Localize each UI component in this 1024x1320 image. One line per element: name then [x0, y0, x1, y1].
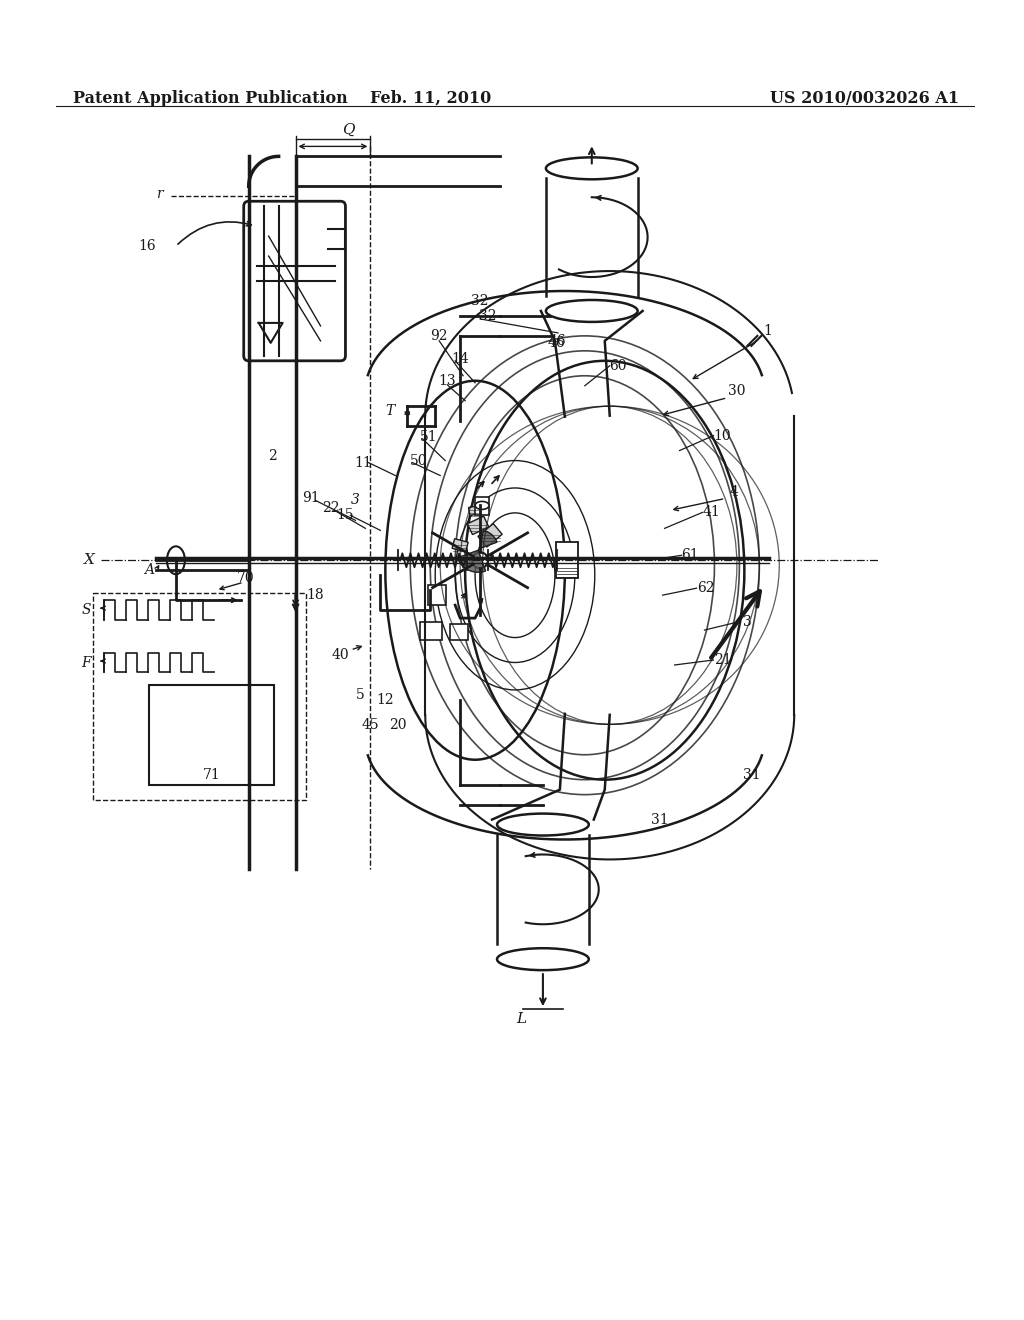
Text: 20: 20 [389, 718, 408, 731]
Ellipse shape [497, 813, 589, 836]
Text: 31: 31 [651, 813, 669, 826]
Bar [556, 543, 578, 578]
Text: 30: 30 [728, 384, 745, 397]
Bar [148, 685, 273, 784]
Text: 46: 46 [547, 335, 564, 350]
Text: Feb. 11, 2010: Feb. 11, 2010 [370, 90, 490, 107]
Text: 41: 41 [702, 506, 720, 519]
Text: 10: 10 [714, 429, 731, 442]
Text: 1: 1 [763, 323, 772, 338]
Text: L: L [516, 1012, 526, 1026]
Ellipse shape [546, 300, 638, 322]
Text: Patent Application Publication: Patent Application Publication [73, 90, 348, 107]
Text: 31: 31 [742, 768, 760, 781]
Bar [453, 539, 468, 552]
Text: 14: 14 [452, 352, 469, 366]
Text: 2: 2 [268, 449, 278, 462]
Text: 51: 51 [420, 429, 437, 444]
Text: 4: 4 [730, 486, 739, 499]
Text: T: T [386, 404, 395, 417]
Text: 3: 3 [351, 494, 359, 507]
Text: 50: 50 [410, 454, 427, 467]
Bar [451, 624, 468, 640]
Text: 61: 61 [681, 548, 698, 562]
Text: 3: 3 [743, 615, 752, 630]
Text: F: F [82, 656, 91, 671]
Text: 21: 21 [714, 653, 731, 667]
Text: 46: 46 [548, 334, 565, 348]
Text: 70: 70 [237, 572, 255, 585]
Polygon shape [458, 550, 485, 573]
Text: 16: 16 [138, 239, 156, 253]
Bar [478, 524, 502, 546]
Text: 71: 71 [203, 768, 221, 781]
Text: 13: 13 [438, 374, 456, 388]
Circle shape [472, 552, 488, 568]
Bar [428, 585, 446, 605]
Text: 40: 40 [332, 648, 349, 663]
Ellipse shape [475, 502, 489, 510]
Ellipse shape [167, 546, 185, 574]
Ellipse shape [546, 157, 638, 180]
Text: 91: 91 [302, 491, 319, 506]
Text: 62: 62 [696, 581, 714, 595]
Ellipse shape [497, 948, 589, 970]
Bar [475, 498, 489, 515]
Text: X: X [84, 553, 94, 568]
Text: US 2010/0032026 A1: US 2010/0032026 A1 [770, 90, 958, 107]
Text: 22: 22 [322, 502, 339, 515]
Bar [469, 506, 481, 515]
Text: S: S [82, 603, 91, 618]
Text: 15: 15 [337, 508, 354, 523]
Text: r: r [157, 187, 163, 201]
Bar [467, 516, 488, 535]
Text: A: A [144, 564, 154, 577]
Text: 32: 32 [471, 294, 488, 308]
Polygon shape [480, 531, 497, 548]
Text: 92: 92 [430, 329, 447, 343]
Text: 11: 11 [354, 455, 373, 470]
Text: 5: 5 [356, 688, 365, 702]
Text: 12: 12 [377, 693, 394, 708]
Text: 45: 45 [361, 718, 379, 731]
Text: 60: 60 [609, 359, 627, 372]
Text: Q: Q [342, 123, 354, 136]
Text: 18: 18 [307, 589, 325, 602]
Bar [420, 622, 442, 640]
Text: 32: 32 [479, 309, 497, 323]
